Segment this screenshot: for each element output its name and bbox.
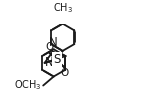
Text: N: N bbox=[45, 56, 54, 69]
Text: CH$_3$: CH$_3$ bbox=[53, 2, 73, 15]
Text: N: N bbox=[49, 36, 58, 49]
Text: S: S bbox=[53, 53, 60, 66]
Text: OCH$_3$: OCH$_3$ bbox=[14, 79, 42, 92]
Text: O: O bbox=[45, 42, 53, 52]
Text: O: O bbox=[60, 68, 68, 78]
